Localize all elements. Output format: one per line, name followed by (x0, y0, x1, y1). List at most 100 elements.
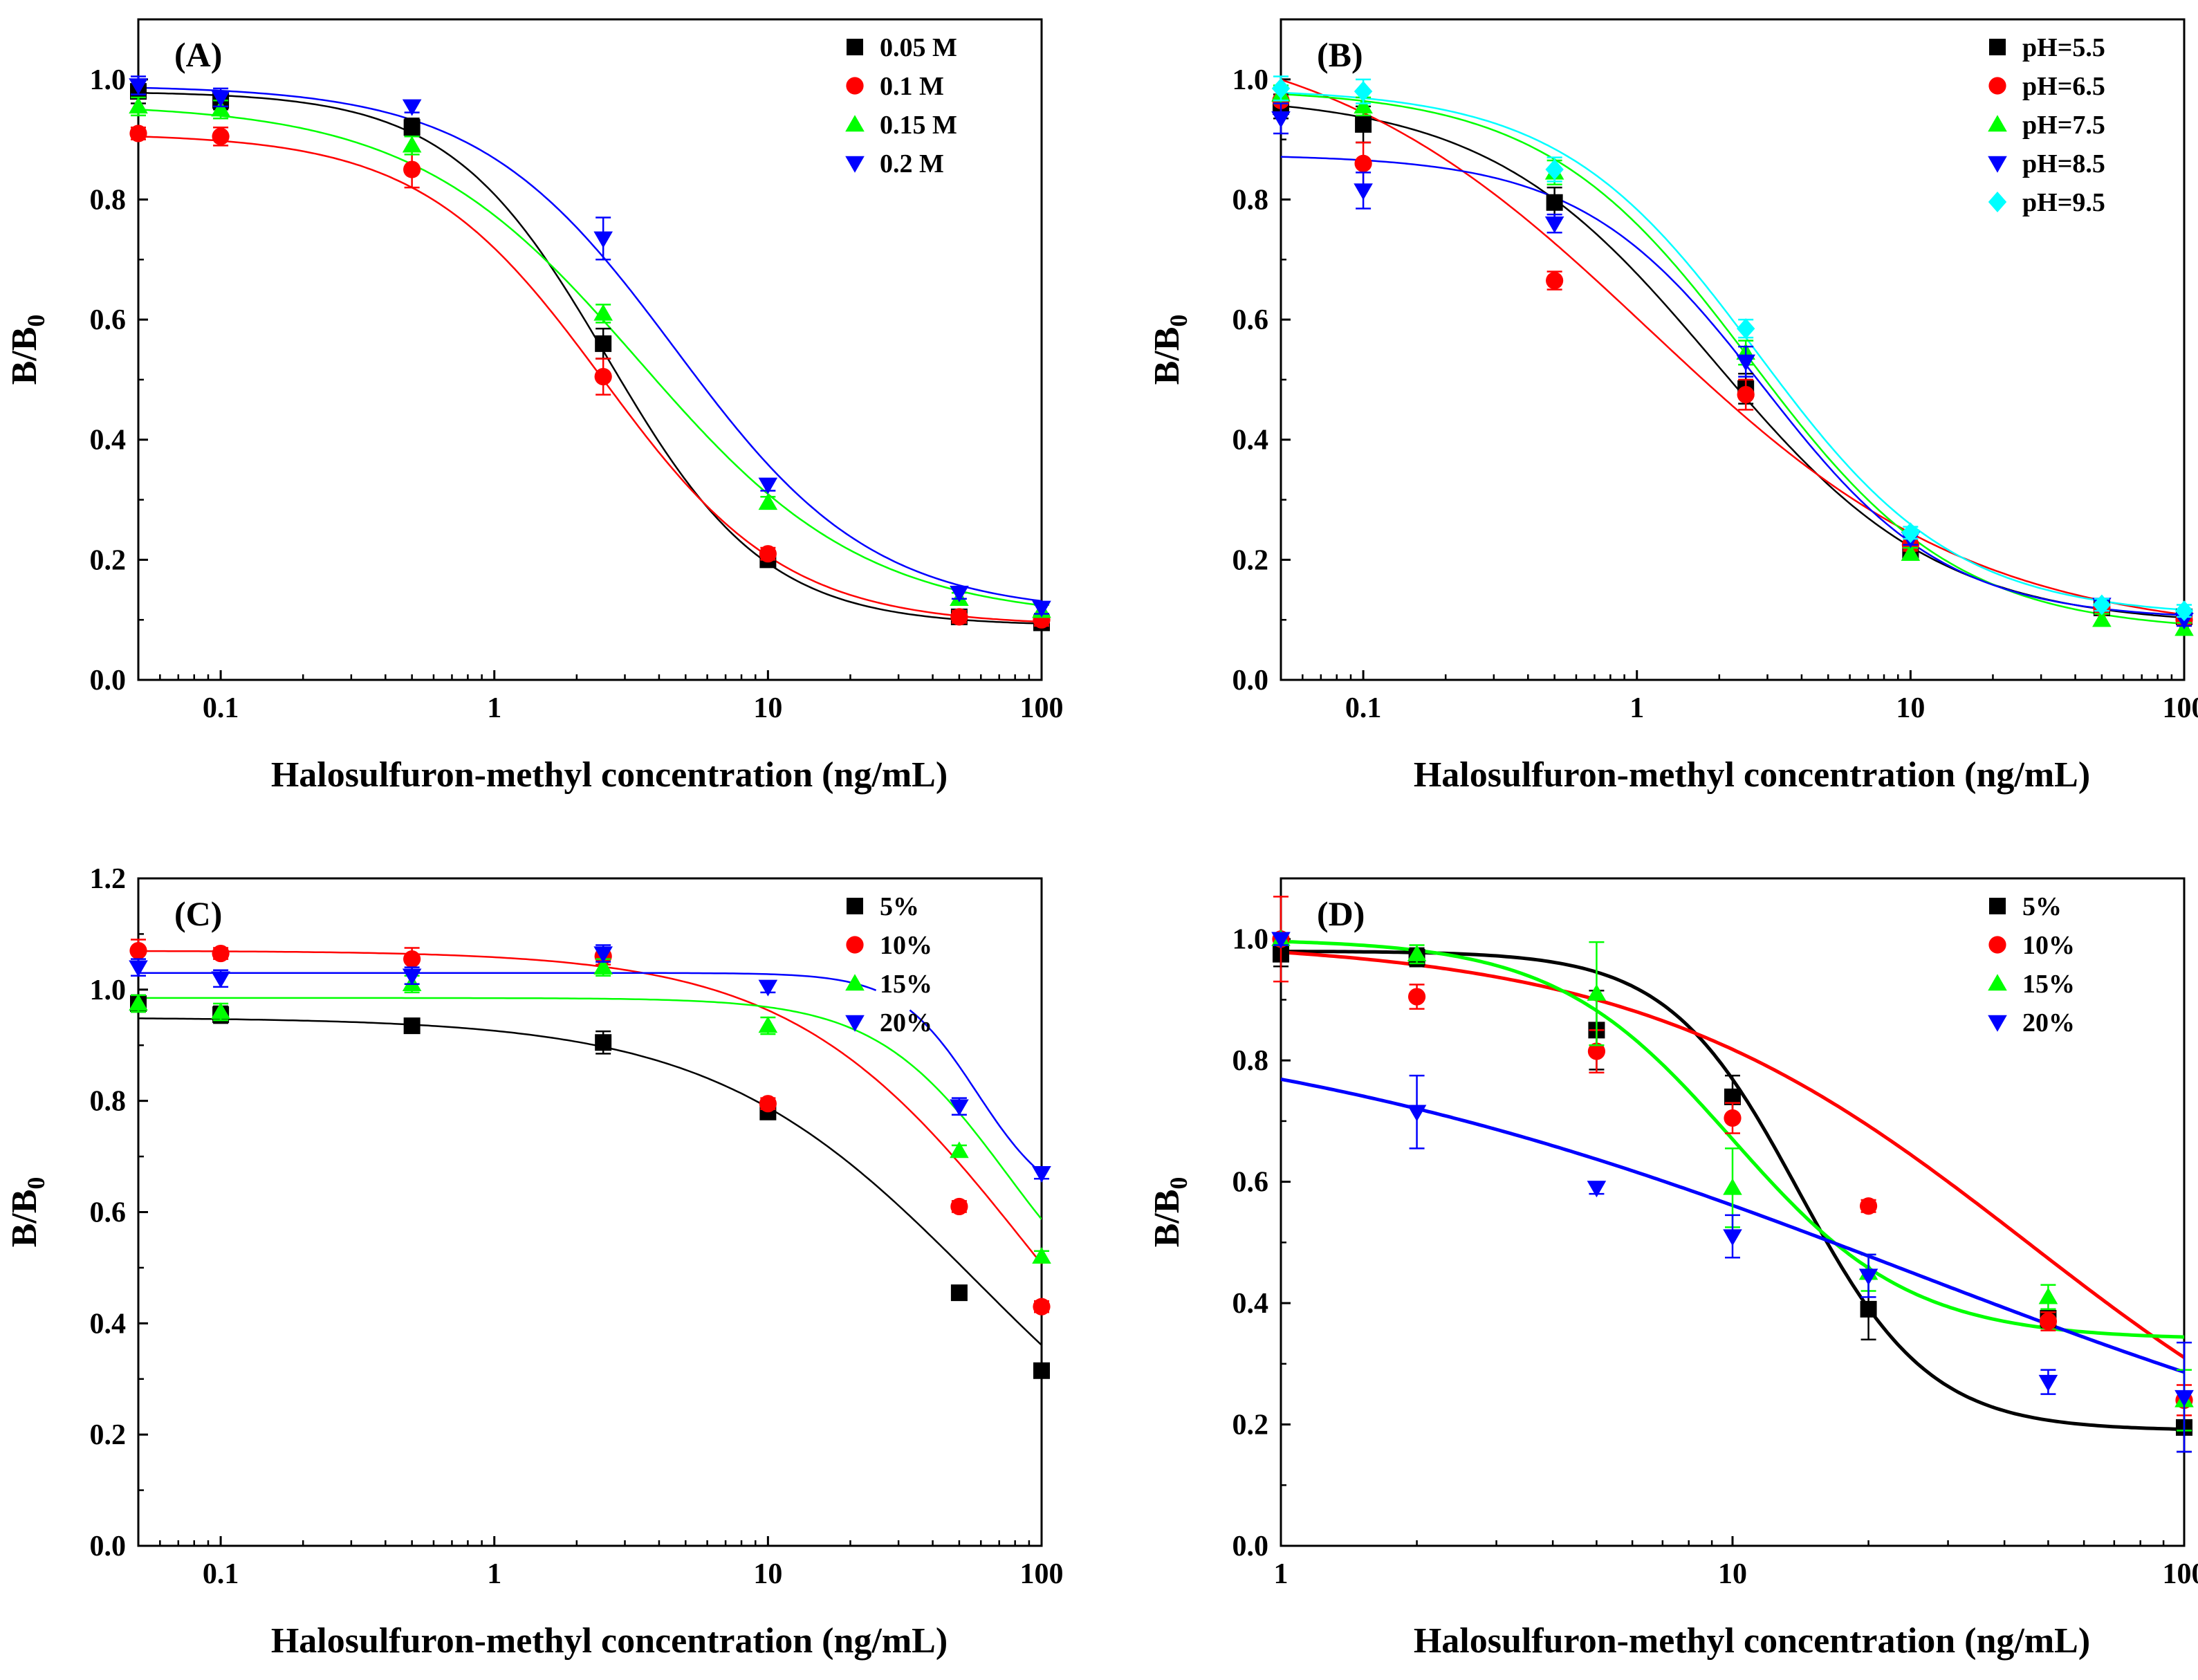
panel-c-10-fit-curve (138, 950, 1042, 1265)
panel-c-5-point (1033, 1362, 1050, 1379)
panel-a-0-2-m-point (593, 231, 613, 248)
panel-c: 0.0 0.2 0.4 0.6 0.8 1.0 1.2 0.1 1 10 100 Halosulfur… (5, 863, 1064, 1661)
panel-b-ph-9-5-legend-label: pH=9.5 (2022, 188, 2105, 217)
panel-c-10-point (1033, 1298, 1051, 1316)
panel-b-y-tick-label: 0.0 (1232, 665, 1269, 696)
panel-c-y-tick-label: 0.8 (90, 1086, 127, 1118)
panel-c-x-axis-title: Halosulfuron-methyl concentration (ng/mL… (271, 1621, 948, 1661)
panel-b-ph-7-5-point (2092, 610, 2112, 627)
panel-d-y-tick-label: 0.8 (1232, 1045, 1269, 1077)
panel-b-ph-8-5-legend-marker (1988, 156, 2007, 173)
panel-c-10-legend-marker (846, 936, 864, 954)
panel-b-y-tick-label: 1.0 (1232, 64, 1269, 96)
panel-c-15-point (593, 957, 613, 975)
panel-c-20-point (1032, 1166, 1051, 1183)
panel-c-y-tick-label: 1.2 (90, 863, 127, 895)
panel-c-5-point (595, 1034, 612, 1051)
panel-c-20-legend-marker (845, 1015, 865, 1032)
panel-d-y-tick-label: 0.0 (1232, 1531, 1269, 1562)
panel-c-x-tick-label: 100 (1020, 1558, 1064, 1590)
panel-d-10-point (2039, 1312, 2058, 1331)
panel-b-ph-9-5-point (1545, 159, 1564, 181)
panel-b-ph-8-5-legend-label: pH=8.5 (2022, 149, 2105, 178)
panel-c-label: (C) (174, 894, 222, 933)
panel-b-ph-9-5-point (2092, 594, 2112, 616)
panel-c-y-tick-label: 0.6 (90, 1197, 127, 1229)
panel-d-10-legend-label: 10% (2022, 931, 2075, 960)
panel-d-10-point (1724, 1109, 1742, 1127)
panel-a-0-2-m-point (758, 477, 778, 495)
panel-b-x-tick-label: 0.1 (1345, 692, 1382, 724)
panel-d-20-point (1723, 1229, 1742, 1246)
panel-d-20-point (1587, 1181, 1607, 1198)
panel-c-20-point (950, 1099, 969, 1116)
panel-d-x-tick-label: 10 (1718, 1558, 1747, 1590)
panel-d-20-legend-label: 20% (2022, 1008, 2075, 1037)
panel-b-ph-6-5-point (1354, 154, 1372, 172)
panel-b-x-tick-label: 1 (1629, 692, 1644, 724)
panel-a-0-05-m-point (595, 335, 612, 352)
panel-b-y-tick-label: 0.6 (1232, 304, 1269, 336)
panel-a-legend: 0.05 M 0.1 M 0.15 M 0.2 M (845, 33, 957, 178)
panel-d-y-tick-label: 1.0 (1232, 924, 1269, 956)
panel-a-x-axis-title: Halosulfuron-methyl concentration (ng/mL… (271, 755, 948, 795)
panel-c-y-tick-label: 0.4 (90, 1308, 127, 1340)
panel-d-10-point (1407, 988, 1426, 1006)
panel-d-label: (D) (1317, 894, 1365, 933)
panel-a-y-axis-title: B/B0 (5, 315, 50, 385)
panel-c-15-point (758, 1016, 778, 1033)
panel-c-20-fit-curve (138, 972, 877, 991)
panel-a-0-1-m-fit-curve (138, 136, 1042, 623)
panel-d-20-point (2174, 1390, 2194, 1407)
panel-a-0-1-m-point (759, 545, 777, 563)
panel-b-y-tick-label: 0.8 (1232, 184, 1269, 216)
panel-d-20-point (2038, 1374, 2058, 1392)
panel-c-10-legend-label: 10% (880, 931, 932, 960)
panel-a-0-2-m-point (129, 78, 148, 95)
panel-c-10-point (403, 950, 421, 968)
panel-a-0-2-m-point (402, 99, 422, 116)
panel-d-15-point (1407, 944, 1427, 961)
panel-c-15-point (211, 1002, 230, 1019)
panel-a-0-1-m-point (594, 367, 612, 386)
panel-a-y-tick-label: 1.0 (90, 64, 127, 96)
panel-b-ph-5-5-point (1355, 116, 1372, 133)
panel-d-15-legend-label: 15% (2022, 970, 2075, 999)
panel-a-x-tick-label: 1 (487, 692, 501, 724)
panel-b-ph-9-5-legend-marker (1988, 192, 2007, 212)
panel-c-y-tick-label: 1.0 (90, 975, 127, 1006)
panel-d: 0.0 0.2 0.4 0.6 0.8 1.0 1 10 100 Halosulfuron-met… (1147, 877, 2198, 1661)
panel-a-0-2-m-point (211, 90, 230, 107)
panel-d-5-point (1724, 1088, 1741, 1105)
panel-c-legend: 5% 10% 15% 20% (845, 892, 932, 1037)
panel-a-y-tick-label: 0.6 (90, 304, 127, 336)
panel-b-ph-8-5-fit-curve (1281, 156, 2184, 616)
panel-a-x-tick-label: 0.1 (203, 692, 239, 724)
panel-d-10-legend-marker (1988, 936, 2006, 954)
panel-c-20-point (129, 960, 148, 977)
panel-b-ph-7-5-legend-label: pH=7.5 (2022, 111, 2105, 140)
panel-c-15-legend-marker (845, 974, 865, 991)
panel-a-0-15-m-fit-curve (138, 109, 1042, 607)
panel-d-5-legend-label: 5% (2022, 892, 2062, 921)
panel-b: 0.0 0.2 0.4 0.6 0.8 1.0 0.1 1 10 100 Halosulfuron-… (1147, 18, 2198, 795)
panel-d-10-point (1859, 1197, 1878, 1215)
panel-d-5-point (1860, 1300, 1877, 1318)
panel-c-y-axis-title: B/B0 (5, 1177, 50, 1248)
panel-a-0-1-m-legend-label: 0.1 M (880, 72, 944, 101)
panel-b-x-tick-label: 100 (2163, 692, 2198, 724)
panel-b-ph-8-5-point (1544, 216, 1564, 233)
panel-b-legend: pH=5.5 pH=6.5 pH=7.5 pH=8.5 pH=9.5 (1988, 33, 2105, 217)
panel-d-10-point (1587, 1042, 1606, 1060)
panel-d-15-fit-curve (1281, 939, 2184, 1339)
panel-b-ph-6-5-legend-marker (1988, 77, 2006, 95)
panel-d-x-tick-label: 1 (1274, 1558, 1289, 1590)
panel-d-20-point (1407, 1105, 1427, 1122)
panel-c-10-point (759, 1095, 777, 1113)
panel-c-20-fit-curve (909, 1009, 1042, 1174)
panel-d-y-axis-title: B/B0 (1147, 1177, 1192, 1248)
panel-c-20-legend-label: 20% (880, 1008, 932, 1037)
panel-a-0-15-m-point (211, 100, 230, 117)
panel-b-ph-7-5-point (1901, 544, 1921, 561)
